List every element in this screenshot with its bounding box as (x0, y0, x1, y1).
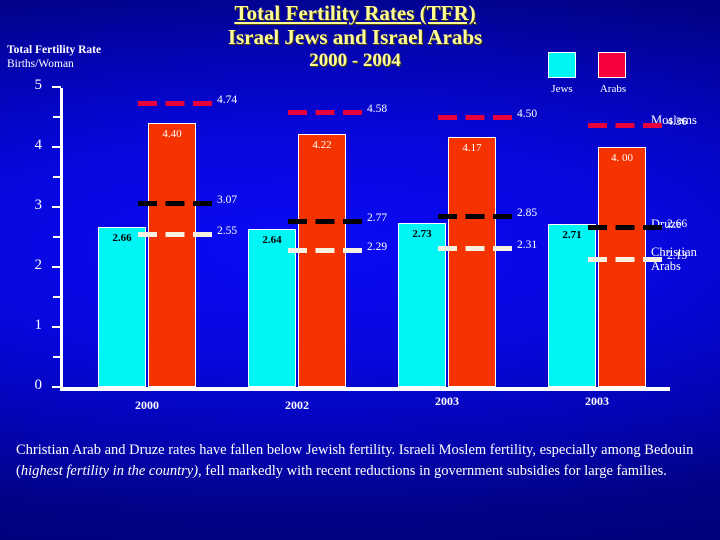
y-tick-major (52, 206, 61, 208)
legend-swatch-jews (548, 52, 576, 78)
title-line-3: 2000 - 2004 (309, 50, 401, 72)
series-name-christian-arabs-line1: Christian (651, 245, 697, 259)
marker-value-label: 4.50 (517, 108, 538, 120)
marker-value-label: 4.58 (367, 103, 388, 116)
y-tick-major (52, 386, 61, 388)
caption-part-1: Christian Arab and Druze rates have fall… (16, 442, 694, 479)
title-line-1: Total Fertility Rates (TFR) (234, 1, 476, 25)
bar-value-label: 2.64 (262, 233, 282, 246)
y-tick-label: 2 (34, 257, 43, 273)
y-tick-label: 0 (34, 377, 43, 393)
bar-value-label: 2.71 (562, 229, 582, 242)
bar-jews-2003-2: 2.73 (398, 223, 446, 387)
slide-title: Total Fertility Rates (TFR) Israel Jews … (175, 1, 535, 72)
legend-label-arabs: Arabs (599, 83, 627, 95)
y-tick-major (52, 146, 61, 148)
y-axis-title-line-1: Total Fertility Rate (7, 44, 102, 56)
bar-value-label: 4.22 (312, 138, 332, 151)
marker-value-label: 2.66 (667, 218, 688, 231)
marker-value-label: 2.77 (367, 211, 388, 224)
slide-caption: Christian Arab and Druze rates have fall… (16, 440, 708, 481)
bar-jews-2000-0: 2.66 (98, 227, 146, 387)
marker-druze-1 (288, 218, 362, 224)
marker-christ-1 (288, 247, 362, 253)
y-tick-major (52, 266, 61, 268)
series-name-christian-arabs-line2: Arabs (651, 258, 681, 273)
caption-italic: highest fertility in the country) (20, 462, 199, 479)
marker-value-label: 2.55 (217, 225, 238, 237)
legend-swatch-arabs (598, 52, 626, 78)
bar-value-label: 4.40 (162, 128, 182, 140)
marker-druze-2 (438, 214, 512, 219)
y-tick-minor (53, 176, 60, 178)
x-axis-label-0: 2000 (135, 398, 159, 412)
bar-arabs-2003-2: 4.17 (448, 136, 496, 387)
marker-moslems-0 (138, 100, 212, 106)
marker-christ-2 (438, 246, 512, 252)
bar-arabs-2002-1: 4.22 (298, 133, 346, 387)
bar-arabs-2000-0: 4.40 (148, 123, 196, 387)
y-tick-minor (53, 116, 60, 118)
marker-value-label: 2.85 (517, 207, 538, 219)
bar-value-label: 2.66 (112, 232, 132, 245)
y-axis-title-line-2: Births/Woman (7, 57, 74, 70)
bar-arabs-2003-3: 4. 00 (598, 147, 646, 387)
y-tick-minor (53, 356, 60, 358)
bar-value-label: 4. 00 (611, 152, 633, 164)
marker-christ-0 (138, 232, 212, 237)
bar-value-label: 4.17 (462, 141, 482, 154)
y-tick-label: 3 (34, 197, 43, 213)
bar-jews-2002-1: 2.64 (248, 228, 296, 387)
marker-moslems-3 (588, 123, 662, 129)
legend-label-jews: Jews (551, 83, 573, 95)
marker-moslems-2 (438, 115, 512, 120)
marker-value-label: 2.13 (667, 250, 688, 263)
marker-value-label: 2.31 (517, 239, 538, 252)
chart-plot-area: 0 1 2 3 4 5 2.66 2.64 2.73 2.71 4.40 4.22 4.17 4. 00… (35, 77, 688, 393)
y-tick-label: 5 (34, 77, 43, 93)
bar-jews-2003-3: 2.71 (548, 224, 596, 387)
x-axis-label-2: 2003 (435, 394, 459, 408)
y-tick-major (52, 326, 61, 328)
marker-druze-3 (588, 225, 662, 231)
marker-value-label: 4.74 (217, 93, 238, 106)
marker-moslems-1 (288, 110, 362, 116)
y-tick-major (52, 86, 61, 88)
y-tick-label: 1 (34, 317, 43, 333)
series-name-moslems: Moslems (651, 113, 697, 127)
marker-christ-3 (588, 257, 662, 263)
y-tick-label: 4 (34, 137, 43, 153)
x-axis-label-1: 2002 (285, 398, 309, 412)
marker-value-label: 2.29 (367, 240, 388, 253)
y-tick-minor (53, 296, 60, 298)
y-axis-line (60, 88, 63, 390)
x-axis-label-3: 2003 (585, 394, 609, 408)
marker-value-label: 4.36 (667, 116, 688, 129)
caption-part-2: , fell markedly with recent reductions i… (198, 462, 667, 479)
series-name-christian-arabs: Christian Arabs (651, 245, 697, 274)
x-axis-line (60, 387, 670, 391)
bar-value-label: 2.73 (412, 228, 432, 241)
y-tick-minor (53, 236, 60, 238)
marker-druze-0 (138, 200, 212, 206)
marker-value-label: 3.07 (217, 193, 238, 206)
title-line-2: Israel Jews and Israel Arabs (227, 24, 483, 49)
y-axis-title: Total Fertility Rate Births/Woman (7, 44, 101, 71)
